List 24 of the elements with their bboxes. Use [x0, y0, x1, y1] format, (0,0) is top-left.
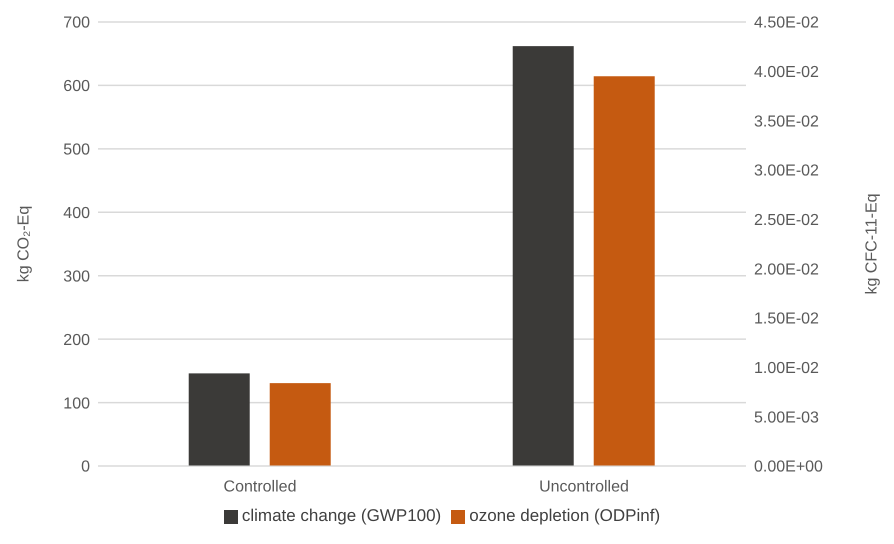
- y2-axis-title: kg CFC-11-Eq: [864, 193, 881, 295]
- y-tick-label: 300: [63, 268, 90, 286]
- y2-tick-label: 1.00E-02: [754, 360, 820, 378]
- x-tick-label: Uncontrolled: [539, 478, 629, 496]
- y-tick-label: 700: [63, 14, 90, 32]
- y2-tick-label: 5.00E-03: [754, 409, 820, 426]
- y-tick-label: 0: [81, 458, 90, 476]
- y-tick-label: 400: [63, 204, 90, 222]
- y2-tick-label: 1.50E-02: [754, 310, 820, 328]
- y-tick-label: 100: [63, 395, 90, 412]
- legend-label: climate change (GWP100): [242, 506, 442, 525]
- x-tick-label: Controlled: [224, 478, 296, 496]
- y-tick-label: 200: [63, 332, 90, 349]
- y2-tick-label: 4.50E-02: [754, 14, 820, 32]
- y2-tick-label: 0.00E+00: [754, 458, 824, 476]
- y-tick-label: 600: [63, 78, 90, 96]
- y2-tick-label: 3.50E-02: [754, 113, 820, 130]
- y2-tick-label: 3.00E-02: [754, 162, 820, 180]
- y-tick-label: 500: [63, 142, 90, 159]
- y2-tick-label: 4.00E-02: [754, 64, 820, 82]
- y2-tick-label: 2.50E-02: [754, 212, 820, 230]
- y2-tick-label: 2.00E-02: [754, 261, 820, 278]
- legend-label: ozone depletion (ODPinf): [469, 506, 660, 525]
- y-axis-title: kg CO₂-Eq: [16, 206, 33, 282]
